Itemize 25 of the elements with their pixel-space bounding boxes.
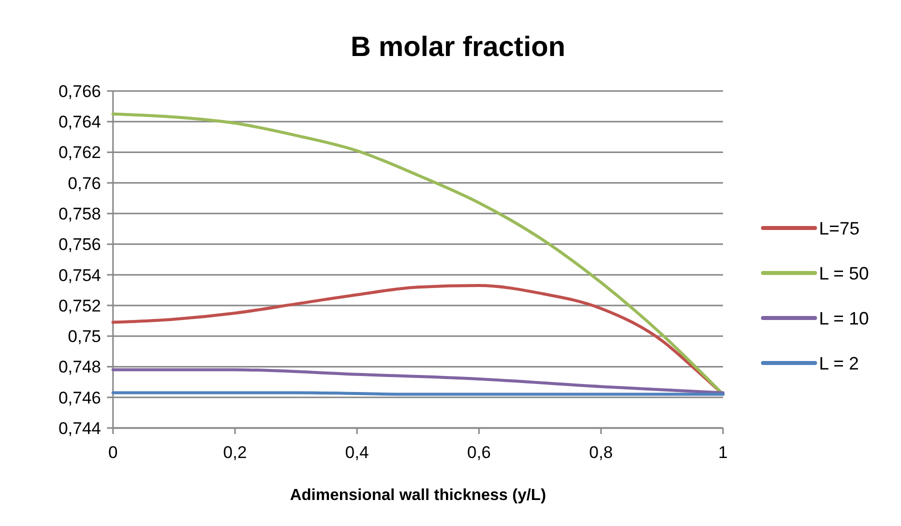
y-tick-label: 0,762: [58, 143, 101, 162]
x-tick-label: 0: [108, 443, 118, 462]
legend-label: L = 10: [819, 308, 869, 328]
legend-label: L = 2: [819, 353, 859, 374]
y-tick-label: 0,764: [58, 112, 101, 132]
y-tick-label: 0,76: [68, 174, 101, 193]
y-tick-label: 0,75: [68, 327, 101, 346]
y-tick-label: 0,752: [58, 296, 101, 316]
x-tick-label: 0,2: [223, 443, 247, 462]
y-tick-label: 0,744: [58, 418, 101, 438]
x-tick-label: 1: [718, 443, 728, 462]
y-tick-label: 0,748: [58, 358, 101, 377]
line-series: [112, 368, 724, 394]
legend-label: L = 50: [819, 263, 869, 284]
chart-title: B molar fraction: [350, 31, 566, 62]
y-tick-label: 0,756: [58, 235, 101, 254]
x-tick-label: 0,8: [589, 443, 613, 462]
x-tick-label: 0,6: [467, 443, 491, 462]
x-axis-title: Adimensional wall thickness (y/L): [290, 487, 546, 504]
y-tick-label: 0,746: [58, 388, 101, 408]
y-tick-label: 0,754: [58, 266, 101, 285]
y-tick-label: 0,758: [58, 204, 101, 224]
x-tick-label: 0,4: [345, 443, 369, 462]
y-tick-label: 0,766: [58, 82, 101, 101]
legend-label: L=75: [819, 218, 860, 238]
